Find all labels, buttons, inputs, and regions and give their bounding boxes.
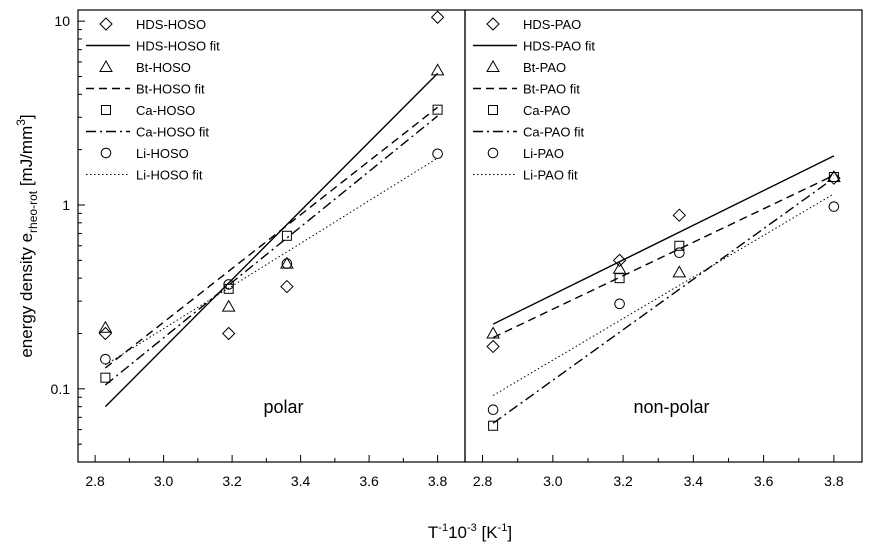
legend-marker xyxy=(486,59,500,72)
legend-marker xyxy=(100,147,112,159)
legend-label: Ca-PAO fit xyxy=(523,125,585,140)
data-point-diamond xyxy=(430,10,445,24)
axis-labels: T-110-3 [K-1]energy density erheo-rot [m… xyxy=(14,114,512,542)
x-tick-label: 2.8 xyxy=(85,473,105,489)
legend-label: Ca-HOSO fit xyxy=(136,125,209,140)
legend-label: Bt-PAO xyxy=(523,60,566,75)
panel-polar: 2.8 3.0 3.2 3.4 3.6 3.8 0.1 1 10 HDS-HOSO HDS-HOSO… xyxy=(51,9,466,489)
data-point-triangle xyxy=(486,326,500,339)
legend-label: Li-HOSO fit xyxy=(136,168,203,183)
legend-label: Ca-PAO xyxy=(523,103,570,118)
y-tick-label: 1 xyxy=(62,197,70,213)
panel-non-polar: 2.8 3.0 3.2 3.4 3.6 3.8 HDS-PAO HDS-PAO fit Bt-P… xyxy=(464,9,863,489)
legend-marker xyxy=(99,59,113,72)
y-tick-label: 10 xyxy=(54,13,70,29)
legend-marker xyxy=(487,147,499,159)
x-axis-title-part: [K xyxy=(477,523,498,542)
data-point-diamond xyxy=(486,339,500,354)
legend-marker xyxy=(101,105,111,115)
data-point-circle xyxy=(432,148,443,160)
legend-label: Li-HOSO xyxy=(136,146,189,161)
data-point-square xyxy=(828,172,839,183)
data-point-triangle xyxy=(221,299,236,312)
data-point-diamond xyxy=(221,326,236,341)
y-axis-title-part: rheo-rot xyxy=(26,190,40,233)
x-tick-label: 3.8 xyxy=(428,473,448,489)
legend-label: Li-PAO fit xyxy=(523,168,578,183)
x-axis-title-part: 10 xyxy=(448,523,467,542)
fit-line xyxy=(104,106,439,369)
legend-label: HDS-PAO fit xyxy=(523,39,595,54)
data-point-circle xyxy=(828,201,840,212)
y-tick-label: 0.1 xyxy=(51,381,71,397)
legend-label: Bt-HOSO fit xyxy=(136,82,205,97)
y-axis-title-part: energy density e xyxy=(17,233,36,358)
legend-marker xyxy=(99,17,113,31)
y-axis-title-part: ] xyxy=(17,114,36,119)
x-axis-title-part: T xyxy=(428,523,438,542)
y-axis-title-part: 3 xyxy=(14,119,28,126)
legend-marker xyxy=(488,105,498,115)
data-point-square xyxy=(223,283,234,294)
data-point-diamond xyxy=(672,208,687,222)
fit-line xyxy=(492,177,835,424)
data-point-square xyxy=(432,104,443,115)
x-tick-label: 3.4 xyxy=(291,473,311,489)
data-point-circle xyxy=(674,247,685,259)
data-point-square xyxy=(281,230,292,241)
x-tick-label: 2.8 xyxy=(473,473,493,489)
data-point-diamond xyxy=(98,326,113,341)
x-axis-title-part: -1 xyxy=(438,522,448,534)
data-point-diamond xyxy=(280,279,294,294)
panel-label: non-polar xyxy=(633,397,709,417)
data-point-circle xyxy=(223,279,234,290)
x-axis-title-part: -1 xyxy=(498,522,508,534)
x-tick-label: 3.2 xyxy=(613,473,633,489)
data-point-triangle xyxy=(98,320,113,333)
data-point-square xyxy=(100,372,111,383)
legend-label: Bt-HOSO xyxy=(136,60,191,75)
fit-line xyxy=(492,174,835,339)
data-point-circle xyxy=(614,298,625,310)
legend-marker xyxy=(486,17,500,31)
legend-label: HDS-HOSO fit xyxy=(136,39,220,54)
data-point-triangle xyxy=(672,265,687,278)
data-point-diamond xyxy=(612,253,627,268)
data-point-circle xyxy=(100,353,111,365)
data-point-triangle xyxy=(430,63,445,76)
x-tick-label: 3.4 xyxy=(684,473,704,489)
data-point-square xyxy=(674,240,685,251)
fit-line xyxy=(492,155,835,325)
data-point-square xyxy=(614,273,625,284)
x-tick-label: 3.8 xyxy=(824,473,844,489)
y-axis-title: energy density erheo-rot [mJ/mm3] xyxy=(14,114,40,357)
fit-line xyxy=(104,72,439,408)
legend-label: Ca-HOSO xyxy=(136,103,195,118)
data-point-circle xyxy=(487,404,499,416)
x-tick-label: 3.2 xyxy=(222,473,242,489)
x-axis-title-part: -3 xyxy=(467,522,477,534)
legend-label: HDS-HOSO xyxy=(136,17,206,32)
legend-label: HDS-PAO xyxy=(523,17,581,32)
x-tick-label: 3.6 xyxy=(754,473,774,489)
data-point-circle xyxy=(281,258,293,269)
x-tick-label: 3.0 xyxy=(543,473,563,489)
plot-frame xyxy=(464,9,863,463)
plot-frame xyxy=(77,9,466,463)
panel-label: polar xyxy=(263,397,303,417)
x-tick-label: 3.0 xyxy=(154,473,174,489)
fit-line xyxy=(105,157,438,366)
data-point-square xyxy=(488,420,499,431)
x-axis-title: T-110-3 [K-1] xyxy=(428,522,512,542)
legend-label: Bt-PAO fit xyxy=(523,82,580,97)
x-axis-title-part: ] xyxy=(507,523,512,542)
fit-line xyxy=(492,193,835,396)
legend-label: Li-PAO xyxy=(523,146,564,161)
x-tick-label: 3.6 xyxy=(359,473,379,489)
y-axis-title-part: [mJ/mm xyxy=(17,126,36,191)
